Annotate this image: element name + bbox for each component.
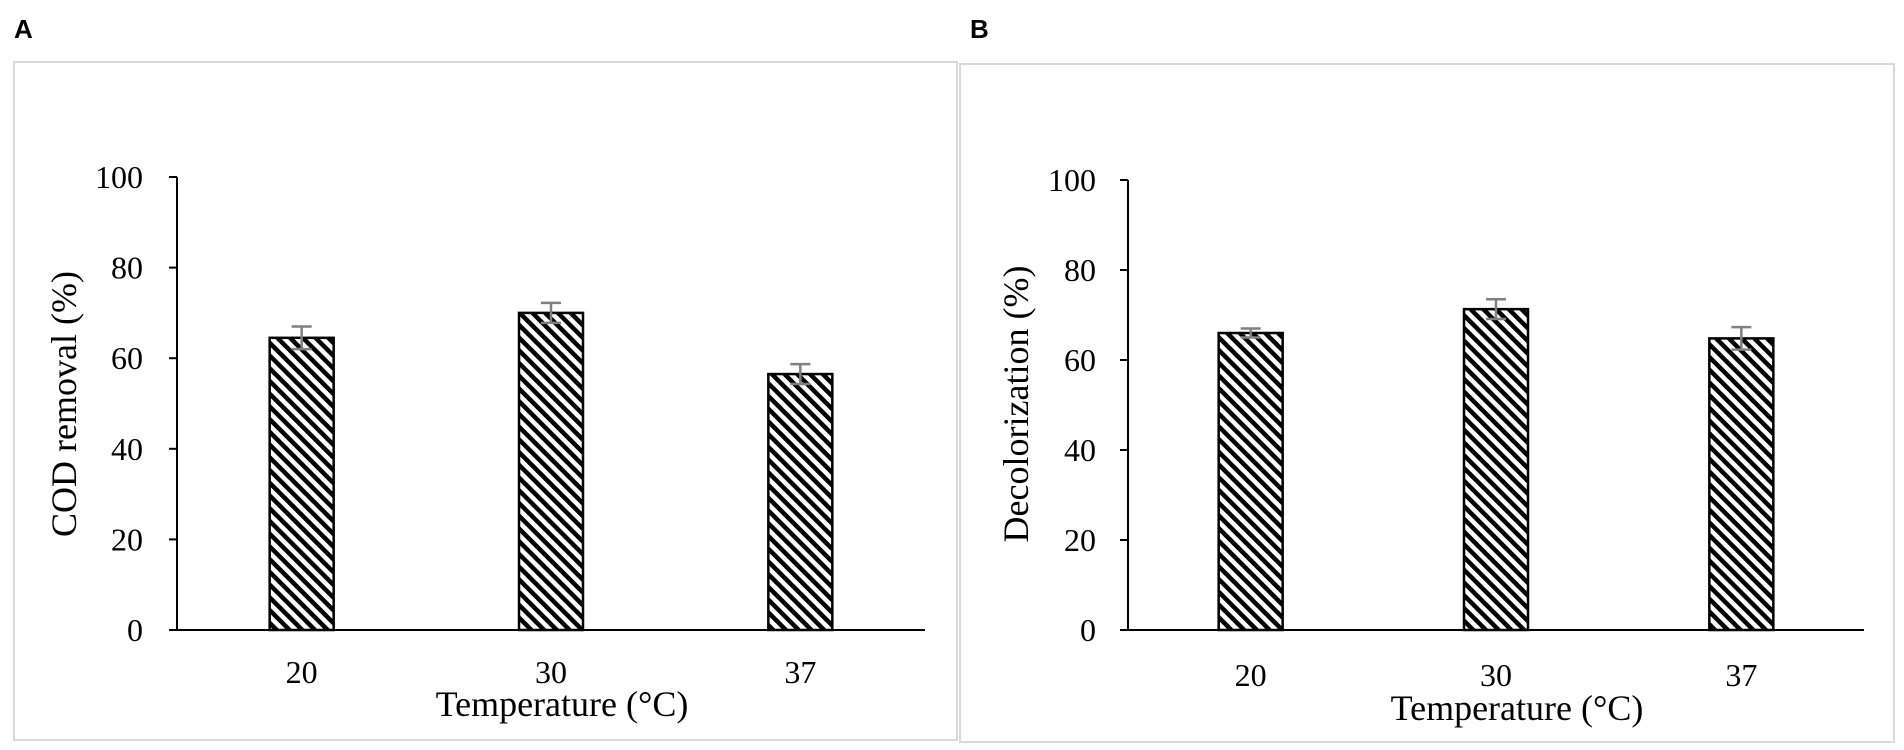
error-bar <box>790 362 811 386</box>
error-bar <box>541 301 561 325</box>
panel-letter-a: A <box>14 14 33 44</box>
panel-frame-b <box>959 63 1895 743</box>
chart-decolorization: Decolorization (%) Temperature (°C) 0 20 4… <box>996 162 1864 728</box>
bar <box>1708 337 1775 632</box>
error-bar <box>1240 327 1261 339</box>
x-axis-title: Temperature (°C) <box>1391 688 1644 728</box>
y-axis-title: Decolorization (%) <box>996 266 1036 543</box>
x-tick-label: 20 <box>286 654 318 690</box>
y-tick-label: 20 <box>1064 522 1096 558</box>
y-tick-label: 80 <box>1064 252 1096 288</box>
x-tick-label: 20 <box>1235 657 1267 693</box>
y-tick-label: 0 <box>1080 612 1096 648</box>
y-tick-label: 40 <box>1064 432 1096 468</box>
error-bar <box>1486 298 1506 321</box>
y-tick-label: 60 <box>111 340 143 376</box>
y-tick-label: 100 <box>95 159 143 195</box>
y-tick-label: 80 <box>111 250 143 286</box>
error-bar <box>1731 325 1752 351</box>
x-tick-label: 30 <box>1480 657 1512 693</box>
bar <box>517 311 585 632</box>
bar <box>767 372 834 632</box>
x-axis-title: Temperature (°C) <box>436 684 689 724</box>
y-tick-label: 60 <box>1064 342 1096 378</box>
panel-letter-b: B <box>970 14 989 44</box>
y-tick-label: 0 <box>127 612 143 648</box>
y-axis-title: COD removal (%) <box>44 271 84 537</box>
x-tick-label: 37 <box>784 654 816 690</box>
y-tick-label: 100 <box>1048 162 1096 198</box>
y-tick-label: 20 <box>111 521 143 557</box>
bar <box>268 336 335 632</box>
error-bar <box>291 325 312 351</box>
bar <box>1462 307 1530 632</box>
y-tick-label: 40 <box>111 431 143 467</box>
x-tick-label: 30 <box>535 654 567 690</box>
chart-cod-removal: COD removal (%) Temperature (°C) 0 20 40 60… <box>44 159 925 724</box>
bar <box>1217 331 1284 632</box>
panel-frame-a <box>13 61 958 741</box>
x-tick-label: 37 <box>1725 657 1757 693</box>
